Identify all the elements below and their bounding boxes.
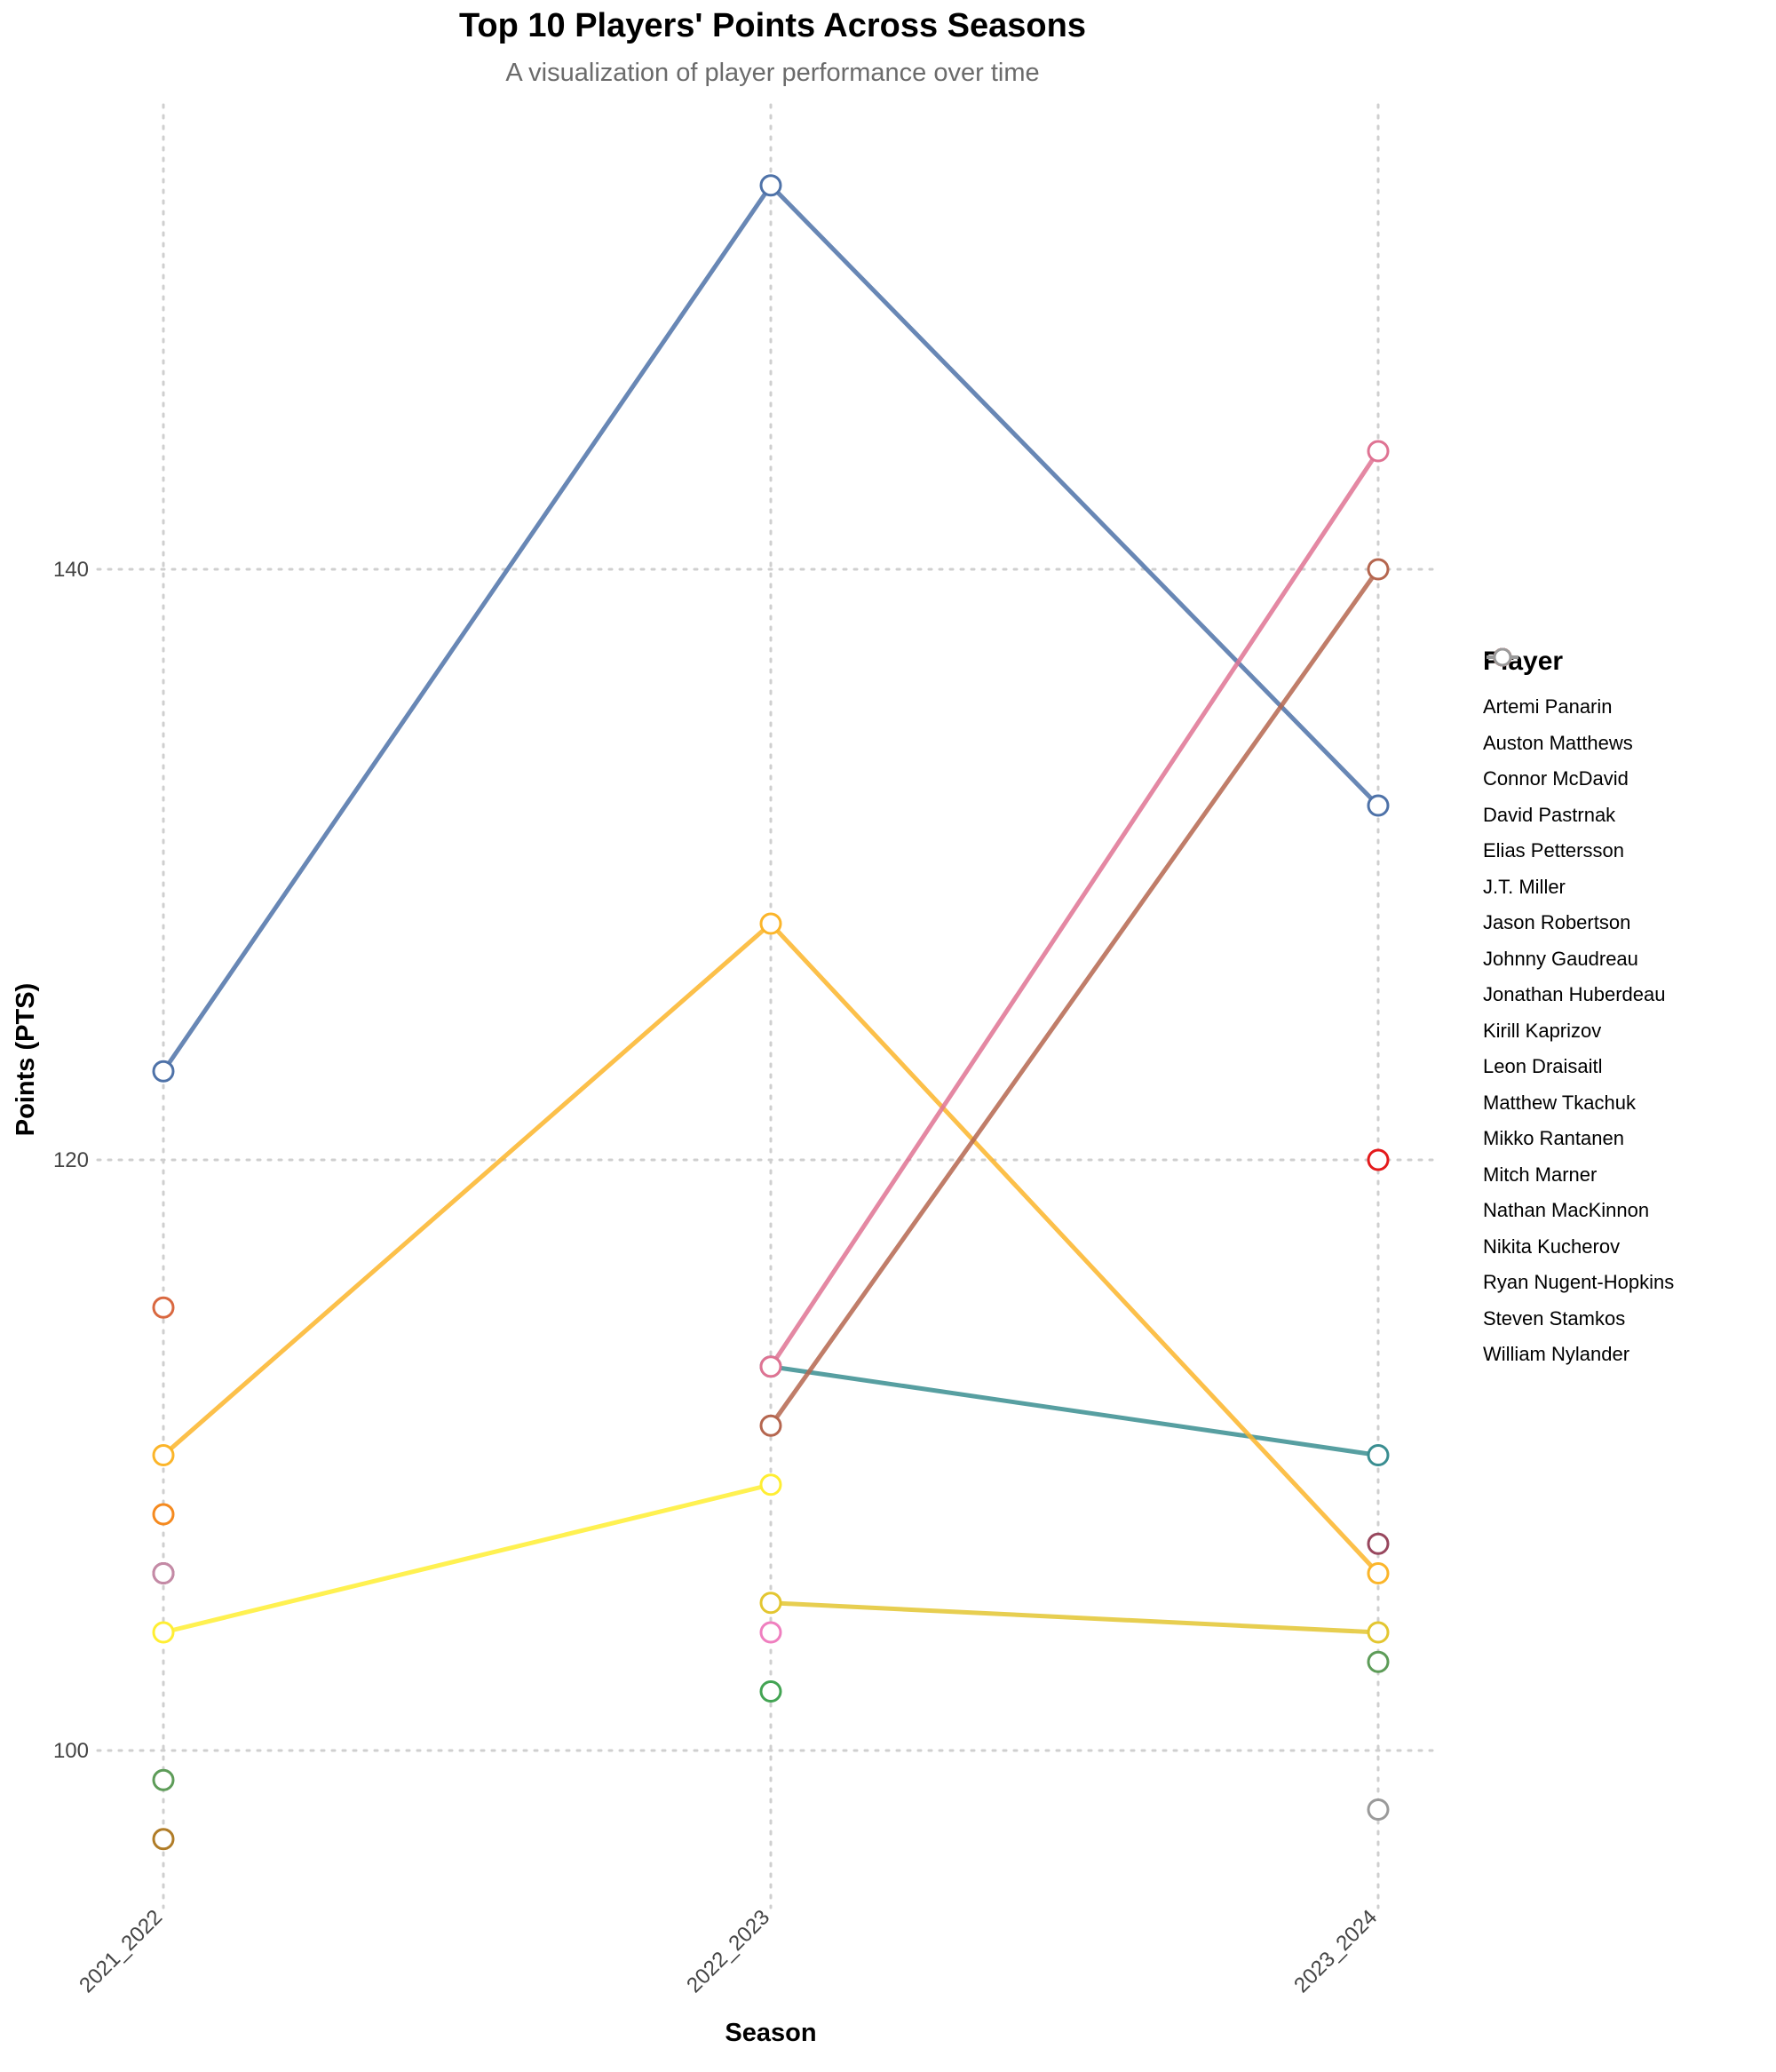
legend-label: Elias Pettersson	[1483, 839, 1624, 862]
data-point-nathan-mackinnon	[759, 1414, 782, 1437]
data-point-william-nylander	[1367, 1798, 1390, 1821]
data-point-elias-pettersson	[759, 1680, 782, 1703]
data-point-connor-mcdavid	[1367, 794, 1390, 817]
legend-item-nikita-kucherov: Nikita Kucherov	[1483, 647, 1674, 1266]
data-point-ryan-nugent-hopkins	[759, 1621, 782, 1644]
x-tick-label: 2021_2022	[75, 1905, 167, 1997]
series-line-leon-draisaitl	[768, 921, 1381, 1576]
data-point-kirill-kaprizov	[152, 1503, 175, 1526]
legend-item-william-nylander: William Nylander	[1483, 647, 1674, 1373]
legend-label: Jonathan Huberdeau	[1483, 983, 1666, 1006]
y-tick-label: 100	[53, 1739, 89, 1763]
legend-item-jonathan-huberdeau: Jonathan Huberdeau	[1483, 647, 1674, 1013]
legend-label: Johnny Gaudreau	[1483, 947, 1638, 970]
legend-label: Nikita Kucherov	[1483, 1234, 1621, 1258]
legend-label: Leon Draisaitl	[1483, 1055, 1603, 1078]
series-line-mikko-rantanen	[768, 1600, 1381, 1635]
y-tick-label: 140	[53, 558, 89, 582]
data-point-mikko-rantanen	[759, 1592, 782, 1615]
legend-item-mitch-marner: Mitch Marner	[1483, 647, 1674, 1194]
y-axis-title: Points (PTS)	[12, 983, 40, 1136]
series-line-connor-mcdavid	[768, 183, 1381, 808]
series-points	[152, 174, 1390, 1851]
legend-item-artemi-panarin: Artemi Panarin	[1483, 647, 1674, 726]
legend-item-jason-robertson: Jason Robertson	[1483, 647, 1674, 941]
legend-item-connor-mcdavid: Connor McDavid	[1483, 647, 1674, 798]
legend-item-mikko-rantanen: Mikko Rantanen	[1483, 647, 1674, 1157]
legend-item-leon-draisaitl: Leon Draisaitl	[1483, 647, 1674, 1085]
legend-label: Kirill Kaprizov	[1483, 1019, 1602, 1042]
data-point-nathan-mackinnon	[1367, 558, 1390, 581]
legend-label: Jason Robertson	[1483, 911, 1631, 934]
data-point-leon-draisaitl	[152, 1444, 175, 1466]
legend-item-nathan-mackinnon: Nathan MacKinnon	[1483, 647, 1674, 1229]
data-point-auston-matthews	[1367, 1532, 1390, 1555]
legend-item-matthew-tkachuk: Matthew Tkachuk	[1483, 647, 1674, 1122]
legend-label: William Nylander	[1483, 1343, 1630, 1366]
legend: Player Artemi Panarin Auston Matthews Conn…	[1483, 647, 1674, 1373]
data-point-matthew-tkachuk	[152, 1621, 175, 1644]
legend-item-david-pastrnak: David Pastrnak	[1483, 647, 1674, 834]
chart-subtitle: A visualization of player performance ov…	[505, 59, 1040, 87]
legend-label: Auston Matthews	[1483, 731, 1633, 754]
legend-label: J.T. Miller	[1483, 875, 1566, 898]
legend-key-william-nylander	[1487, 647, 1518, 667]
data-point-matthew-tkachuk	[759, 1473, 782, 1496]
legend-item-steven-stamkos: Steven Stamkos	[1483, 647, 1674, 1338]
x-axis-title: Season	[725, 2019, 816, 2047]
series-line-matthew-tkachuk	[161, 1482, 773, 1635]
legend-item-j-t-miller: J.T. Miller	[1483, 647, 1674, 906]
series-line-nathan-mackinnon	[768, 567, 1381, 1428]
axis-ticks: 2021_2022 2022_2023 2023_2024 100 120 140	[53, 558, 1382, 1997]
series-line-nikita-kucherov	[768, 449, 1381, 1369]
chart-title: Top 10 Players' Points Across Seasons	[459, 7, 1086, 44]
legend-item-kirill-kaprizov: Kirill Kaprizov	[1483, 647, 1674, 1050]
data-point-steven-stamkos	[152, 1562, 175, 1584]
data-point-artemi-panarin	[1367, 1148, 1390, 1171]
legend-label: David Pastrnak	[1483, 803, 1616, 826]
legend-item-auston-matthews: Auston Matthews	[1483, 647, 1674, 762]
x-tick-label: 2023_2024	[1289, 1905, 1382, 1997]
legend-label: Steven Stamkos	[1483, 1306, 1626, 1330]
data-point-leon-draisaitl	[1367, 1562, 1390, 1584]
data-point-nikita-kucherov	[1367, 440, 1390, 463]
legend-item-elias-pettersson: Elias Pettersson	[1483, 647, 1674, 869]
data-point-connor-mcdavid	[152, 1060, 175, 1083]
legend-label: Matthew Tkachuk	[1483, 1091, 1637, 1114]
series-lines	[161, 183, 1381, 1635]
data-point-david-pastrnak	[1367, 1444, 1390, 1466]
data-point-mikko-rantanen	[1367, 1621, 1390, 1644]
legend-label: Artemi Panarin	[1483, 695, 1613, 718]
series-line-david-pastrnak	[768, 1364, 1381, 1457]
legend-label: Ryan Nugent-Hopkins	[1483, 1271, 1675, 1294]
legend-item-ryan-nugent-hopkins: Ryan Nugent-Hopkins	[1483, 647, 1675, 1301]
x-tick-label: 2022_2023	[682, 1905, 774, 1997]
data-point-leon-draisaitl	[759, 912, 782, 935]
data-point-connor-mcdavid	[759, 174, 782, 197]
grid-layer	[96, 103, 1440, 1909]
data-point-mitch-marner	[152, 1828, 175, 1851]
data-point-jonathan-huberdeau	[152, 1296, 175, 1319]
legend-label: Mikko Rantanen	[1483, 1127, 1624, 1150]
legend-label: Nathan MacKinnon	[1483, 1199, 1650, 1222]
legend-items: Artemi Panarin Auston Matthews Connor McDa…	[1483, 647, 1675, 1373]
legend-label: Connor McDavid	[1483, 767, 1629, 790]
data-point-nikita-kucherov	[759, 1355, 782, 1378]
series-line-leon-draisaitl	[161, 921, 773, 1457]
data-point-j-t-miller	[1367, 1650, 1390, 1673]
legend-label: Mitch Marner	[1483, 1163, 1598, 1186]
legend-item-johnny-gaudreau: Johnny Gaudreau	[1483, 647, 1674, 978]
y-tick-label: 120	[53, 1148, 89, 1172]
series-line-connor-mcdavid	[161, 183, 773, 1074]
data-point-j-t-miller	[152, 1768, 175, 1791]
